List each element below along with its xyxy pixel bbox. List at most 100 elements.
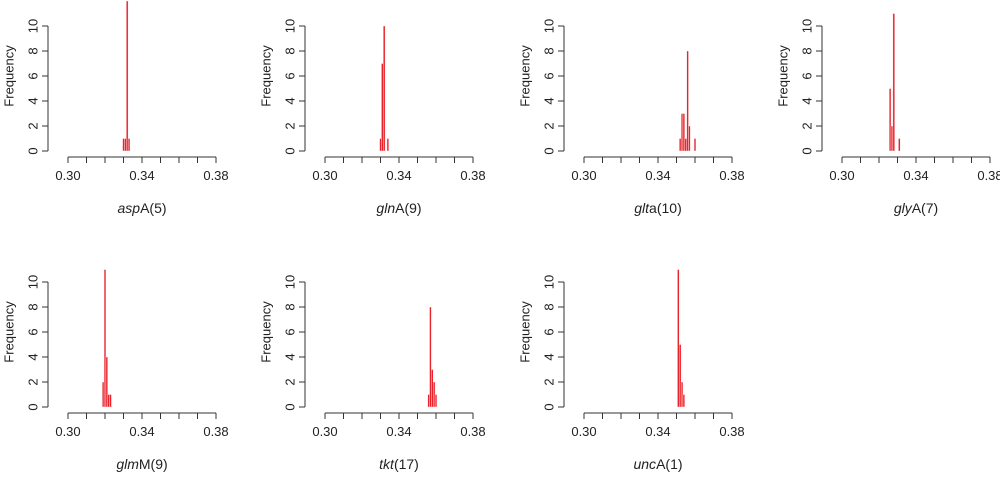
y-tick-label: 0 [25, 403, 40, 410]
x-tick-label: 0.34 [129, 424, 154, 439]
y-tick-label: 6 [799, 72, 814, 79]
y-tick-label: 0 [541, 147, 556, 154]
histogram-bar [429, 306, 432, 408]
y-tick-label: 8 [799, 47, 814, 54]
y-tick-label: 0 [282, 403, 297, 410]
x-axis-label: glta(10) [634, 200, 681, 216]
y-tick-label: 10 [799, 19, 814, 33]
y-tick-label: 8 [25, 47, 40, 54]
histogram-bar [431, 369, 434, 408]
x-tick-label: 0.34 [903, 168, 928, 183]
histogram-bar [386, 138, 390, 152]
x-tick-label: 0.30 [829, 168, 854, 183]
x-axis-label: aspA(5) [117, 200, 166, 216]
gene-name: glt [634, 200, 650, 216]
histogram-bar [892, 13, 895, 152]
histogram-bar [105, 356, 108, 408]
histogram-bar [427, 394, 430, 408]
y-tick-label: 10 [541, 19, 556, 33]
y-tick-label: 6 [25, 328, 40, 335]
histogram-bar [677, 269, 680, 408]
x-tick-label: 0.34 [386, 424, 411, 439]
x-tick-label: 0.34 [386, 168, 411, 183]
y-tick-label: 10 [282, 19, 297, 33]
x-tick-label: 0.30 [312, 168, 337, 183]
y-axis-label: Frequency [517, 45, 532, 107]
y-tick-label: 2 [799, 122, 814, 129]
histogram-bar [124, 138, 127, 152]
x-axis-label: tkt(17) [379, 456, 419, 472]
panel-tkt: 0 2 4 6 8 10 Frequency 0.30 0.34 0.38 tkt(17) [258, 275, 485, 472]
x-axis-label: uncA(1) [633, 456, 682, 472]
y-axis-label: Frequency [517, 301, 532, 363]
panel-glm: 0 2 4 6 8 10 Frequency 0.30 0.34 0.38 glmM(9) [1, 269, 229, 472]
histogram-bar [682, 113, 686, 152]
histogram-bar [684, 138, 687, 152]
panel-unc: 0 2 4 6 8 10 Frequency 0.30 0.34 0.38 uncA(1) [517, 269, 745, 472]
y-tick-label: 8 [282, 303, 297, 310]
panel-gly: 0 2 4 6 8 10 Frequency 0.30 0.34 0.38 glyA(7) [775, 13, 1000, 216]
gene-name: unc [633, 456, 656, 472]
y-tick-label: 6 [25, 72, 40, 79]
allele-count: (17) [394, 456, 419, 472]
y-tick-label: 4 [282, 97, 297, 104]
x-tick-label: 0.38 [203, 424, 228, 439]
histogram-bar [126, 0, 129, 152]
y-tick-label: 0 [799, 147, 814, 154]
histogram-bar [109, 394, 112, 408]
x-tick-label: 0.30 [55, 168, 80, 183]
y-tick-label: 8 [541, 47, 556, 54]
x-tick-label: 0.34 [645, 424, 670, 439]
x-tick-label: 0.38 [719, 424, 744, 439]
histogram-bar [102, 381, 105, 408]
x-tick-label: 0.34 [129, 168, 154, 183]
histogram-bar [107, 394, 110, 408]
histogram-bar [679, 344, 682, 408]
histogram-bar [434, 394, 438, 408]
allele-count: A(7) [912, 200, 938, 216]
gene-name: glm [116, 456, 139, 472]
histogram-bar [433, 381, 436, 408]
y-tick-label: 10 [25, 275, 40, 289]
histogram-bar [682, 394, 686, 408]
y-axis-label: Frequency [775, 45, 790, 107]
y-tick-label: 6 [282, 72, 297, 79]
histogram-bar [898, 138, 901, 152]
y-tick-label: 4 [541, 97, 556, 104]
y-tick-label: 0 [541, 403, 556, 410]
x-tick-label: 0.30 [571, 168, 596, 183]
y-tick-label: 6 [541, 328, 556, 335]
y-tick-label: 10 [541, 275, 556, 289]
y-tick-label: 8 [25, 303, 40, 310]
y-tick-label: 4 [799, 97, 814, 104]
y-tick-label: 2 [282, 378, 297, 385]
y-tick-label: 10 [25, 19, 40, 33]
x-tick-label: 0.38 [719, 168, 744, 183]
x-axis-label: glmM(9) [116, 456, 167, 472]
y-tick-label: 10 [282, 275, 297, 289]
gene-name: gly [894, 200, 913, 216]
y-tick-label: 2 [541, 378, 556, 385]
allele-count: a(10) [649, 200, 682, 216]
y-tick-label: 4 [541, 353, 556, 360]
y-tick-label: 4 [25, 353, 40, 360]
panel-glt: 0 2 4 6 8 10 Frequency 0.30 0.34 0.38 glta(10) [517, 19, 744, 216]
y-axis-label: Frequency [258, 301, 273, 363]
histogram-bar [693, 138, 697, 152]
histogram-bar [680, 381, 684, 408]
y-axis-label: Frequency [258, 45, 273, 107]
histogram-bar [127, 138, 131, 152]
gene-name: asp [117, 200, 140, 216]
x-tick-label: 0.30 [55, 424, 80, 439]
histogram-bar [122, 138, 125, 152]
histogram-bar [686, 50, 689, 152]
y-tick-label: 8 [541, 303, 556, 310]
y-tick-label: 4 [282, 353, 297, 360]
histogram-bar [888, 88, 892, 152]
x-tick-label: 0.38 [460, 424, 485, 439]
panel-asp: 0 2 4 6 8 10 Frequency 0.30 0.34 0.38 aspA(5) [1, 0, 229, 216]
gene-name: tkt [379, 456, 395, 472]
x-tick-label: 0.38 [203, 168, 228, 183]
histogram-bar [103, 269, 107, 408]
